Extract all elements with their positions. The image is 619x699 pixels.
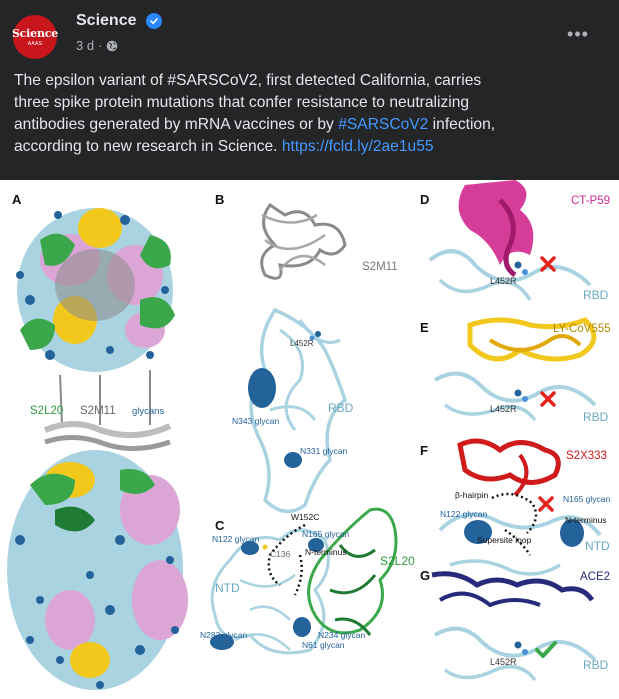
panel-f-label-hairpin: β-hairpin (455, 490, 489, 500)
panel-letter-c: C (215, 518, 225, 533)
globe-icon (106, 40, 118, 52)
panel-a-label-glycans: glycans (132, 406, 164, 417)
panel-c-label-n282: N282 glycan (200, 630, 248, 640)
panel-b-label-s2m11: S2M11 (362, 261, 398, 273)
panel-c-structure (210, 507, 398, 655)
panel-f-label-supersite: Supersite loop (477, 535, 532, 545)
figure-illustration: A B C D E F G S2L20 S2M11 glycans S2M11 … (7, 180, 611, 690)
panel-c-label-c136: C136 (270, 549, 291, 559)
panel-b-label-l452r: L452R (290, 339, 314, 348)
panel-c-label-nterm: N-terminus (305, 547, 347, 557)
panel-g-structure (431, 571, 597, 682)
post-text-line: according to new research in Science. ht… (14, 136, 608, 158)
more-options-button[interactable]: ••• (567, 23, 589, 44)
post-text-segment: three spike protein mutations that confe… (14, 94, 470, 111)
post-header: Science AAAS Science 3 d · ••• (0, 0, 619, 70)
post-text-segment: antibodies generated by mRNA vaccines or… (14, 116, 339, 133)
panel-f-label-s2x333: S2X333 (566, 450, 607, 462)
panel-a-spike (7, 208, 188, 690)
post-timestamp-link[interactable]: 3 d (76, 38, 95, 53)
panel-f-label-nterm: N-terminus (565, 515, 607, 525)
page-name-link[interactable]: Science (76, 12, 137, 29)
page-avatar[interactable]: Science AAAS (11, 15, 59, 59)
panel-d-label-rbd: RBD (583, 288, 609, 302)
panel-b-label-n343: N343 glycan (232, 416, 280, 426)
panel-c-label-n61: N61 glycan (302, 640, 345, 650)
meta-separator: · (98, 38, 103, 53)
panel-c-label-n122: N122 glycan (212, 534, 260, 544)
hashtag-link[interactable]: #SARSCoV2 (338, 116, 429, 133)
panel-b-structure (248, 202, 348, 514)
panel-f-label-n122: N122 glycan (440, 509, 488, 519)
panel-d-label-l452r: L452R (490, 276, 517, 286)
panel-letter-d: D (420, 192, 429, 207)
panel-letter-f: F (420, 443, 428, 458)
panel-c-label-w152c: W152C (291, 512, 319, 522)
panel-d-label-ctp59: CT-P59 (571, 195, 610, 207)
verified-badge-icon (146, 13, 162, 29)
panel-letter-g: G (420, 568, 430, 583)
panel-f-structure (438, 438, 602, 576)
panel-letter-b: B (215, 192, 224, 207)
post-image[interactable]: A B C D E F G S2L20 S2M11 glycans S2M11 … (0, 180, 619, 699)
post-text-line: three spike protein mutations that confe… (14, 92, 608, 114)
post-meta: 3 d · (76, 38, 118, 53)
post-text-segment: The epsilon variant of #SARSCoV2, first … (14, 72, 482, 89)
panel-c-label-ntd: NTD (215, 581, 240, 595)
panel-g-label-ace2: ACE2 (580, 571, 610, 583)
panel-c-label-n165: N165 glycan (302, 529, 350, 539)
post-text-segment: according to new research in Science. (14, 138, 282, 155)
panel-e-label-rbd: RBD (583, 410, 609, 424)
article-link[interactable]: https://fcld.ly/2ae1u55 (281, 138, 434, 155)
post-text: The epsilon variant of #SARSCoV2, first … (14, 70, 608, 158)
panel-b-label-n331: N331 glycan (300, 446, 348, 456)
panel-g-label-rbd: RBD (583, 658, 609, 672)
panel-c-label-n234: N234 glycan (318, 630, 366, 640)
panel-e-label-lycov555: LY-CoV555 (553, 323, 611, 335)
panel-e-structure (433, 317, 597, 422)
panel-a-label-s2l20: S2L20 (30, 405, 63, 417)
avatar-logo-subtext: AAAS (27, 41, 43, 47)
post-text-segment: infection, (428, 116, 496, 133)
panel-b-label-rbd: RBD (328, 401, 354, 415)
post-text-line: antibodies generated by mRNA vaccines or… (14, 114, 608, 136)
panel-e-label-l452r: L452R (490, 404, 517, 414)
panel-c-label-s2l20: S2L20 (380, 554, 415, 568)
panel-f-label-ntd: NTD (585, 539, 610, 553)
panel-letter-e: E (420, 320, 429, 335)
panel-d-structure (428, 180, 592, 301)
panel-a-label-s2m11: S2M11 (80, 405, 116, 417)
avatar-logo-text: Science (11, 27, 59, 40)
panel-f-label-n165: N165 glycan (563, 494, 611, 504)
panel-letter-a: A (12, 192, 22, 207)
panel-g-label-l452r: L452R (490, 657, 517, 667)
post-text-line: The epsilon variant of #SARSCoV2, first … (14, 70, 608, 92)
